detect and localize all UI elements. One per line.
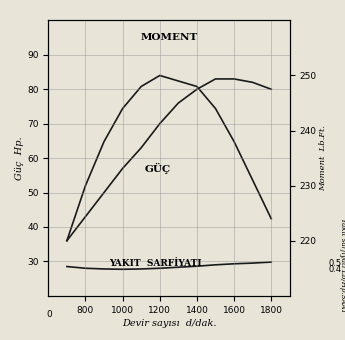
Text: 0.5: 0.5: [329, 259, 342, 268]
Text: 0: 0: [47, 310, 52, 319]
Text: Yakıt sarfiyatı Lb/Hp.SAAT: Yakıt sarfiyatı Lb/Hp.SAAT: [339, 218, 345, 312]
X-axis label: Devir sayısı  d/dak.: Devir sayısı d/dak.: [122, 319, 216, 328]
Y-axis label: Moment  Lb.Ft.: Moment Lb.Ft.: [319, 125, 327, 191]
Text: 0.4: 0.4: [329, 265, 342, 274]
Text: MOMENT: MOMENT: [140, 33, 198, 42]
Text: YAKIT  SARFİYATI: YAKIT SARFİYATI: [109, 258, 201, 268]
Text: GÜÇ: GÜÇ: [145, 163, 171, 174]
Y-axis label: Güç  Hp.: Güç Hp.: [15, 136, 24, 180]
